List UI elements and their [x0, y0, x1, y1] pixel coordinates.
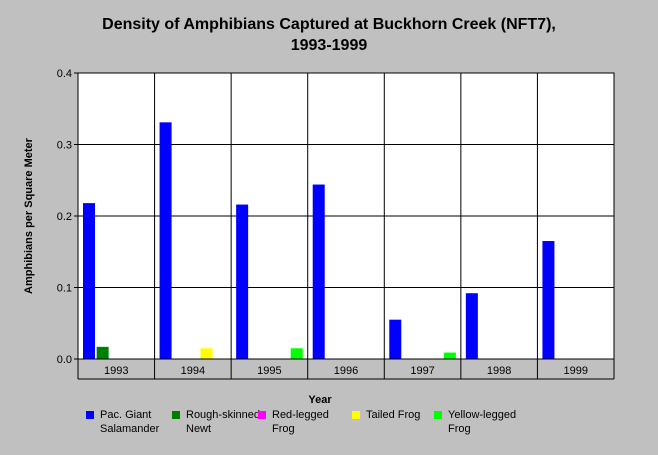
bar [200, 348, 213, 359]
legend-label: Yellow-legged Frog [448, 408, 528, 436]
chart-title-line2: 1993-1999 [290, 37, 368, 54]
bar [236, 204, 249, 359]
legend-swatch [86, 411, 94, 419]
y-tick-label: 0.1 [57, 283, 72, 295]
chart-plot: 0.0 0.1 0.2 0.3 0.4 1993 1994 1995 1996 1997 1998… [23, 68, 615, 405]
y-tick-label: 0.0 [57, 354, 72, 366]
legend-label-line1: Pac. Giant [100, 409, 152, 421]
x-tick-label: 1994 [181, 365, 205, 377]
x-tick-label: 1993 [104, 365, 128, 377]
legend-label-line1: Tailed Frog [366, 409, 421, 421]
legend-label-line2: Frog [448, 423, 471, 435]
x-tick-label: 1997 [410, 365, 434, 377]
bar [542, 241, 555, 359]
x-tick-label: 1996 [334, 365, 358, 377]
plot-frame [77, 72, 615, 360]
legend-swatch [258, 411, 266, 419]
legend-label-line2: Frog [272, 423, 295, 435]
legend-label: Tailed Frog [366, 408, 446, 422]
x-tick-label: 1995 [257, 365, 281, 377]
bar [290, 348, 303, 359]
legend-label-line1: Red-legged [272, 409, 329, 421]
legend-label: Red-legged Frog [272, 408, 352, 436]
y-tick-label: 0.2 [57, 211, 72, 223]
legend-swatch [434, 411, 442, 419]
legend-label-line1: Rough-skinned [186, 409, 260, 421]
y-tick-label: 0.4 [57, 68, 72, 80]
x-tick-label: 1999 [563, 365, 587, 377]
legend-swatch [172, 411, 180, 419]
chart-title-line1: Density of Amphibians Captured at Buckho… [102, 16, 556, 33]
legend-label-line1: Yellow-legged [448, 409, 517, 421]
bar [96, 346, 109, 359]
bar [389, 319, 402, 359]
x-tick-label: 1998 [487, 365, 511, 377]
legend-swatch [352, 411, 360, 419]
bar [83, 203, 95, 359]
bar [465, 293, 478, 359]
x-axis-title: Year [308, 394, 332, 405]
bar [443, 352, 456, 359]
bar [159, 122, 172, 360]
legend-label-line2: Newt [186, 423, 212, 435]
legend-label: Pac. Giant Salamander [100, 408, 180, 436]
legend-label: Rough-skinned Newt [186, 408, 266, 436]
y-axis-title: Amphibians per Square Meter [23, 137, 35, 294]
y-tick-label: 0.3 [57, 140, 72, 152]
legend-label-line2: Salamander [100, 423, 160, 435]
chart-title: Density of Amphibians Captured at Buckho… [0, 14, 658, 56]
bar [312, 184, 325, 359]
